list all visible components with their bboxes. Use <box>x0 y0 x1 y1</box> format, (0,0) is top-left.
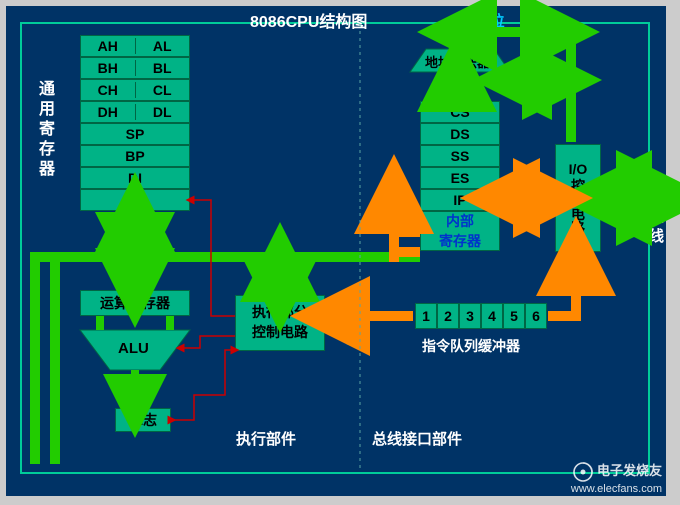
reg-si: SI <box>80 189 190 211</box>
reg-cx: CH CL <box>80 79 190 101</box>
sixteen-bit-label: 16位 <box>522 64 554 85</box>
reg-sp: SP <box>80 123 190 145</box>
reg-bl: BL <box>136 60 190 76</box>
eight-bit-label: 8位 <box>345 329 368 350</box>
twenty-bit-label: 20位 <box>473 10 505 31</box>
logo-icon <box>572 461 594 483</box>
queue-cell-6: 6 <box>525 303 547 329</box>
instruction-queue: 1 2 3 4 5 6 <box>415 303 547 329</box>
watermark-brand: 电子发烧友 <box>597 463 662 478</box>
reg-ds: DS <box>420 123 500 145</box>
operand-register: 运算寄存器 <box>80 290 190 316</box>
reg-bx: BH BL <box>80 57 190 79</box>
queue-cell-1: 1 <box>415 303 437 329</box>
reg-ch: CH <box>81 82 136 98</box>
flags-register: 标志 <box>115 408 171 432</box>
gpr-label: 通用寄存器 <box>32 80 56 180</box>
reg-dl: DL <box>136 104 190 120</box>
reg-di: DI <box>80 167 190 189</box>
reg-dx: DH DL <box>80 101 190 123</box>
queue-label: 指令队列缓冲器 <box>422 336 520 356</box>
watermark-url: www.elecfans.com <box>571 483 662 495</box>
internal-reg-line1: 内部 <box>446 211 474 231</box>
reg-ss: SS <box>420 145 500 167</box>
reg-al: AL <box>136 38 190 54</box>
internal-register: 内部 寄存器 <box>420 211 500 251</box>
reg-ah: AH <box>81 38 136 54</box>
exec-unit-label: 执行部件 <box>236 428 296 449</box>
diagram-canvas: 8086CPU结构图 通用寄存器 外总线 AH AL BH BL CH CL D… <box>0 0 680 505</box>
queue-cell-3: 3 <box>459 303 481 329</box>
queue-cell-4: 4 <box>481 303 503 329</box>
reg-cs: CS <box>420 101 500 123</box>
watermark: 电子发烧友 www.elecfans.com <box>571 460 662 495</box>
reg-bp: BP <box>80 145 190 167</box>
alu-label: ALU <box>118 340 149 357</box>
reg-cl: CL <box>136 82 190 98</box>
internal-reg-line2: 寄存器 <box>439 231 481 251</box>
queue-cell-2: 2 <box>437 303 459 329</box>
addr-adder-label: 地址加法器 <box>425 52 490 71</box>
ext-bus-label: 外总线 <box>645 190 666 247</box>
exec-control-circuit: 执行部分 控制电路 <box>235 295 325 351</box>
reg-ip: IP <box>420 189 500 211</box>
reg-es: ES <box>420 167 500 189</box>
diagram-title: 8086CPU结构图 <box>250 8 367 32</box>
reg-ax: AH AL <box>80 35 190 57</box>
reg-dh: DH <box>81 104 136 120</box>
queue-cell-5: 5 <box>503 303 525 329</box>
reg-bh: BH <box>81 60 136 76</box>
bus-interface-label: 总线接口部件 <box>372 428 462 449</box>
io-control-circuit: I/O 控 制 电 路 <box>555 144 601 252</box>
